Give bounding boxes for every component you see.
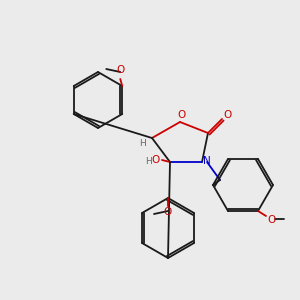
Text: H: H (145, 157, 152, 166)
Text: O: O (164, 207, 172, 217)
Text: O: O (224, 110, 232, 120)
Text: O: O (152, 155, 160, 165)
Text: O: O (116, 65, 124, 75)
Text: H: H (139, 140, 145, 148)
Text: O: O (177, 110, 185, 120)
Text: N: N (203, 156, 211, 166)
Text: O: O (267, 215, 275, 225)
